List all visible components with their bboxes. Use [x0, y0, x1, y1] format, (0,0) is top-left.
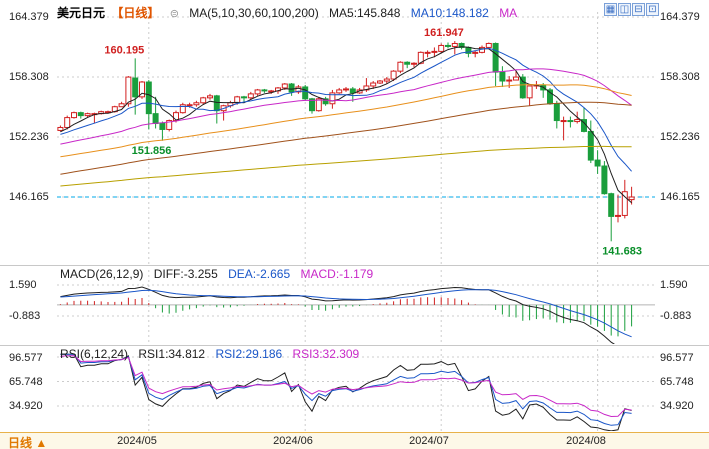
svg-text:141.683: 141.683: [602, 245, 642, 257]
macd-axis-label: 1.590: [9, 279, 37, 291]
rsi-indicator-label: RSI(6,12,24): [60, 347, 129, 361]
rsi-axis-label: 96.577: [660, 352, 694, 364]
symbol-title: 美元日元: [57, 6, 106, 20]
rsi-axis-label: 34.920: [660, 400, 694, 412]
rsi3-value-label: RSI3:32.309: [292, 347, 360, 361]
grid-layout-icon[interactable]: ▦: [604, 3, 617, 16]
price-axis-label: 152.236: [9, 131, 49, 143]
price-axis-label: 158.308: [660, 71, 700, 83]
time-axis-bar: 日线 ▲ 2024/05 2024/06 2024/07 2024/08: [0, 432, 709, 449]
svg-text:160.195: 160.195: [104, 44, 144, 56]
svg-text:151.856: 151.856: [132, 145, 172, 157]
indicator-settings-icon[interactable]: ⊜: [169, 8, 179, 20]
rsi-axis-label: 34.920: [9, 400, 43, 412]
rsi-axis-label: 65.748: [660, 376, 694, 388]
price-axis-label: 146.165: [660, 191, 700, 203]
ma-group-label: MA(5,10,30,60,100,200): [189, 6, 319, 20]
single-view-layout-icon[interactable]: ⊡: [646, 3, 659, 16]
date-axis-label: 2024/05: [117, 435, 157, 447]
price-axis-label: 152.236: [660, 131, 700, 143]
date-axis-label: 2024/08: [566, 435, 606, 447]
date-axis-label: 2024/06: [273, 435, 313, 447]
period-tag[interactable]: 【日线】: [111, 6, 160, 20]
period-selector-label: 日线: [8, 436, 33, 449]
svg-text:161.947: 161.947: [424, 27, 464, 39]
price-axis-label: 146.165: [9, 191, 49, 203]
macd-axis-label: -0.883: [9, 310, 41, 322]
rsi2-value-label: RSI2:29.186: [215, 347, 283, 361]
period-selector[interactable]: 日线 ▲: [8, 434, 47, 449]
dual-horizontal-layout-icon[interactable]: ⊟: [632, 3, 645, 16]
price-axis-label: 164.379: [660, 11, 700, 23]
rsi-panel-header: RSI(6,12,24) RSI1:34.812 RSI2:29.186 RSI…: [60, 347, 366, 361]
ma5-value-label: MA5:145.848: [329, 6, 401, 20]
dea-value-label: DEA:-2.665: [228, 267, 291, 281]
macd-indicator-label: MACD(26,12,9): [60, 267, 144, 281]
dual-vertical-layout-icon[interactable]: ◫: [618, 3, 631, 16]
diff-value-label: DIFF:-3.255: [153, 267, 218, 281]
layout-toolbar: ▦ ◫ ⊟ ⊡: [604, 3, 659, 16]
ma10-value-label: MA10:148.182: [410, 6, 489, 20]
rsi-axis-label: 96.577: [9, 352, 43, 364]
price-axis-label: 158.308: [9, 71, 49, 83]
macd-axis-label: 1.590: [660, 279, 688, 291]
date-axis-label: 2024/07: [409, 435, 449, 447]
macd-axis-label: -0.883: [660, 310, 692, 322]
price-panel-header: 美元日元 【日线】 ⊜ MA(5,10,30,60,100,200) MA5:1…: [57, 4, 524, 21]
price-axis-label: 164.379: [9, 11, 49, 23]
macd-panel-header: MACD(26,12,9) DIFF:-3.255 DEA:-2.665 MAC…: [60, 267, 380, 281]
ma-extra-label: MA: [499, 6, 518, 20]
chevron-up-icon: ▲: [35, 436, 48, 449]
rsi1-value-label: RSI1:34.812: [138, 347, 206, 361]
rsi-axis-label: 65.748: [9, 376, 43, 388]
macd-value-label: MACD:-1.179: [300, 267, 374, 281]
